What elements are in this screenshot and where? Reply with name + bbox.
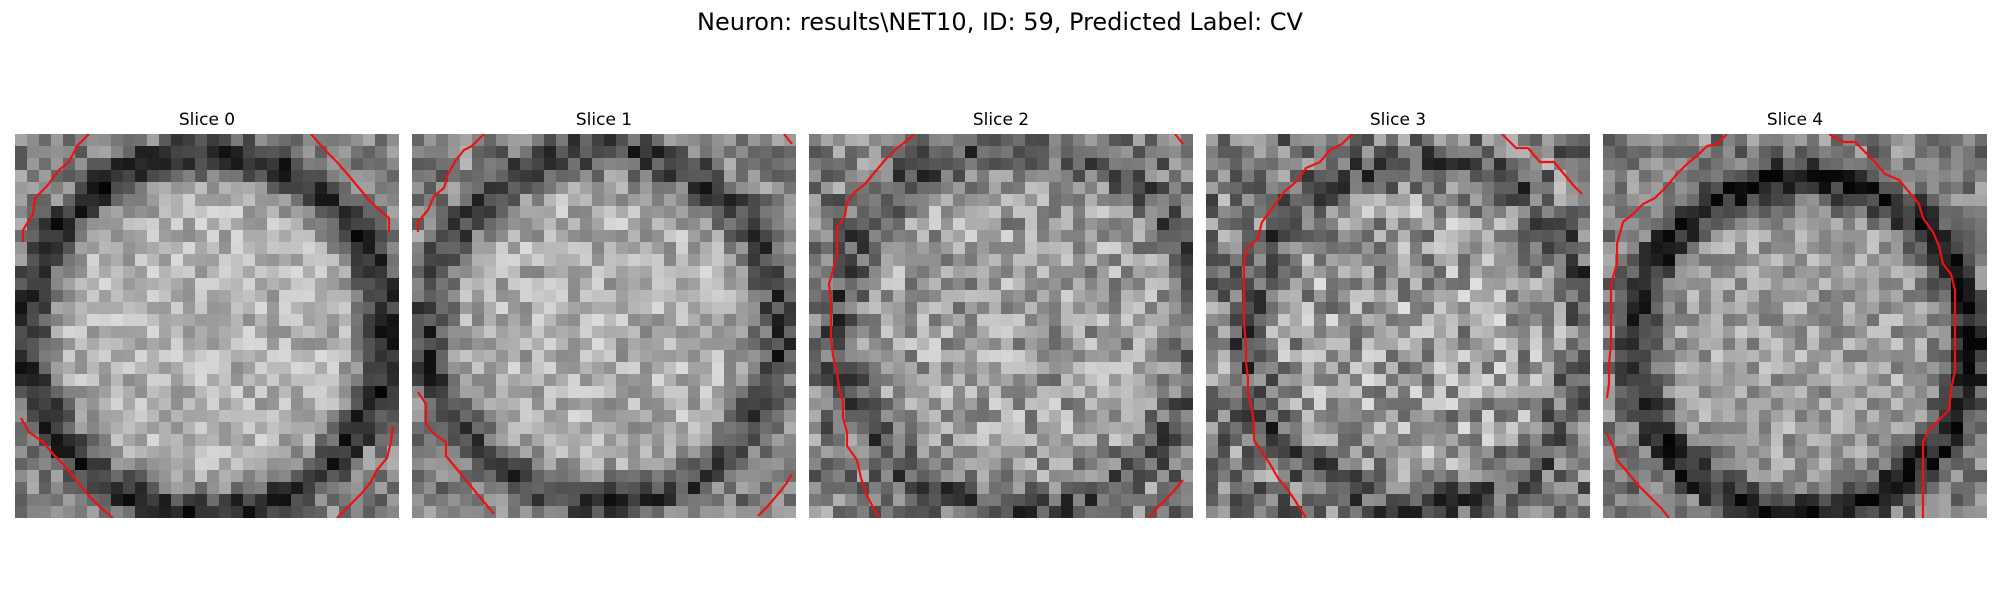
slice-2-contour-1	[1174, 134, 1184, 145]
slice-1-contour-0	[416, 134, 485, 232]
slice-0-contour-0	[21, 134, 90, 242]
slice-1-image	[412, 134, 796, 518]
slice-4-contour-2	[1606, 433, 1670, 518]
slice-0-pixels	[15, 134, 399, 518]
slice-4-title: Slice 4	[1766, 110, 1824, 130]
slice-2-contour-2	[1148, 479, 1184, 518]
slice-1-contour-3	[757, 473, 793, 517]
slice-4-contour-1	[1828, 134, 1957, 518]
figure-title: Neuron: results\NET10, ID: 59, Predicted…	[697, 8, 1303, 36]
slice-0-contour-3	[336, 425, 395, 518]
slice-0-contour-2	[20, 417, 114, 518]
slice-1-pixels	[412, 134, 796, 518]
slice-3-contour-1	[1501, 134, 1583, 195]
slice-2-pixels	[809, 134, 1193, 518]
slice-4-pixels	[1603, 134, 1987, 518]
slice-0-image	[15, 134, 399, 518]
slice-0-title: Slice 0	[178, 110, 236, 130]
slice-1-contour-1	[783, 134, 793, 145]
slice-2-contour-0	[827, 134, 916, 518]
slice-3-image	[1206, 134, 1590, 518]
slice-3-title: Slice 3	[1369, 110, 1427, 130]
slice-2-image	[809, 134, 1193, 518]
slice-1-title: Slice 1	[575, 110, 633, 130]
slice-3-contour-0	[1242, 134, 1353, 518]
slice-4-contour-0	[1605, 134, 1728, 399]
slice-1-contour-2	[417, 391, 495, 515]
slice-3-pixels	[1206, 134, 1590, 518]
slice-0-contour-1	[310, 134, 391, 232]
slice-4-image	[1603, 134, 1987, 518]
slice-2-title: Slice 2	[972, 110, 1030, 130]
